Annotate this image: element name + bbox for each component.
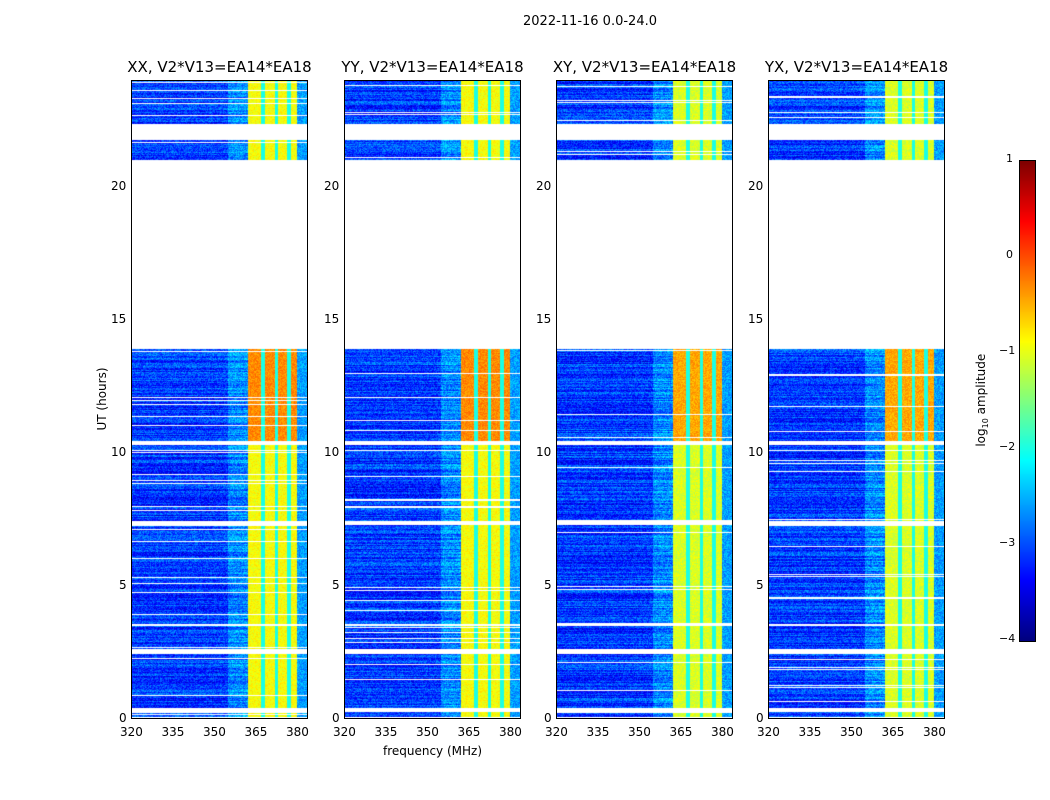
y-tick-label: 10 bbox=[324, 444, 340, 459]
spectrogram-panel: XX, V2*V13=EA14*EA18 bbox=[127, 58, 312, 719]
y-tick-label: 15 bbox=[748, 311, 764, 326]
x-axis-label: frequency (MHz) bbox=[382, 744, 483, 758]
y-tick-label: 5 bbox=[756, 577, 764, 592]
y-tick-label: 0 bbox=[756, 711, 764, 725]
y-tick-label: 10 bbox=[536, 444, 552, 459]
x-tick-label: 365 bbox=[457, 725, 481, 739]
panel-title: XX, V2*V13=EA14*EA18 bbox=[127, 58, 312, 76]
colorbar-tick-label: −2 bbox=[999, 440, 1016, 453]
x-tick-label: 320 bbox=[333, 725, 356, 739]
colorbar-label: log10 amplitude bbox=[973, 353, 991, 447]
y-tick-label: 15 bbox=[536, 311, 552, 326]
x-tick-label: 350 bbox=[202, 725, 226, 739]
colorbar-tick-label: −3 bbox=[999, 536, 1016, 549]
x-tick-label: 320 bbox=[120, 725, 143, 739]
figure-title: 2022-11-16 0.0-24.0 bbox=[523, 14, 657, 29]
x-tick-label: 365 bbox=[244, 725, 268, 739]
y-tick-label: 0 bbox=[119, 711, 127, 725]
x-tick-label: 380 bbox=[285, 725, 309, 739]
x-tick-label: 350 bbox=[627, 725, 651, 739]
x-tick-label: 320 bbox=[757, 725, 780, 739]
y-tick-label: 0 bbox=[544, 711, 552, 725]
panel-title: YX, V2*V13=EA14*EA18 bbox=[764, 58, 949, 76]
x-tick-label: 320 bbox=[545, 725, 568, 739]
panel-title: XY, V2*V13=EA14*EA18 bbox=[552, 58, 737, 76]
x-tick-label: 365 bbox=[669, 725, 693, 739]
y-tick-label: 15 bbox=[324, 311, 340, 326]
axes-frame bbox=[344, 80, 521, 719]
y-axis-label: UT (hours) bbox=[95, 367, 109, 431]
colorbar-tick-label: −4 bbox=[999, 632, 1016, 645]
y-tick-label: 5 bbox=[332, 577, 340, 592]
panel-title: YY, V2*V13=EA14*EA18 bbox=[341, 58, 524, 76]
y-tick-label: 20 bbox=[536, 178, 552, 193]
y-tick-label: 5 bbox=[544, 577, 552, 592]
spectrogram-panel: YY, V2*V13=EA14*EA18 bbox=[341, 58, 524, 719]
colorbar-tick-label: 0 bbox=[1006, 248, 1013, 261]
y-tick-label: 10 bbox=[111, 444, 127, 459]
spectrogram-heatmap bbox=[556, 80, 733, 719]
colorbar-tick-label: −1 bbox=[999, 344, 1016, 357]
axes-frame bbox=[768, 80, 945, 719]
spectrogram-panel: YX, V2*V13=EA14*EA18 bbox=[765, 58, 948, 719]
x-tick-label: 335 bbox=[374, 725, 398, 739]
y-tick-label: 15 bbox=[111, 311, 127, 326]
spectrogram-heatmap bbox=[768, 80, 945, 719]
axes-frame bbox=[131, 80, 308, 719]
x-tick-label: 380 bbox=[498, 725, 522, 739]
x-tick-label: 335 bbox=[161, 725, 185, 739]
colorbar bbox=[1019, 160, 1036, 642]
axes-frame bbox=[556, 80, 733, 719]
x-tick-label: 380 bbox=[922, 725, 946, 739]
colorbar-tick-label: 1 bbox=[1006, 152, 1013, 165]
x-tick-label: 335 bbox=[586, 725, 610, 739]
x-tick-label: 350 bbox=[415, 725, 439, 739]
x-tick-label: 365 bbox=[881, 725, 905, 739]
y-tick-label: 5 bbox=[119, 577, 127, 592]
y-tick-label: 20 bbox=[111, 178, 127, 193]
y-tick-label: 20 bbox=[748, 178, 764, 193]
x-tick-label: 335 bbox=[798, 725, 822, 739]
spectrogram-panel: XY, V2*V13=EA14*EA18 bbox=[553, 58, 736, 719]
y-tick-label: 10 bbox=[748, 444, 764, 459]
y-tick-label: 20 bbox=[324, 178, 340, 193]
spectrogram-heatmap bbox=[344, 80, 521, 719]
x-tick-label: 380 bbox=[710, 725, 734, 739]
y-tick-label: 0 bbox=[332, 711, 340, 725]
spectrogram-heatmap bbox=[131, 80, 308, 719]
x-tick-label: 350 bbox=[839, 725, 863, 739]
